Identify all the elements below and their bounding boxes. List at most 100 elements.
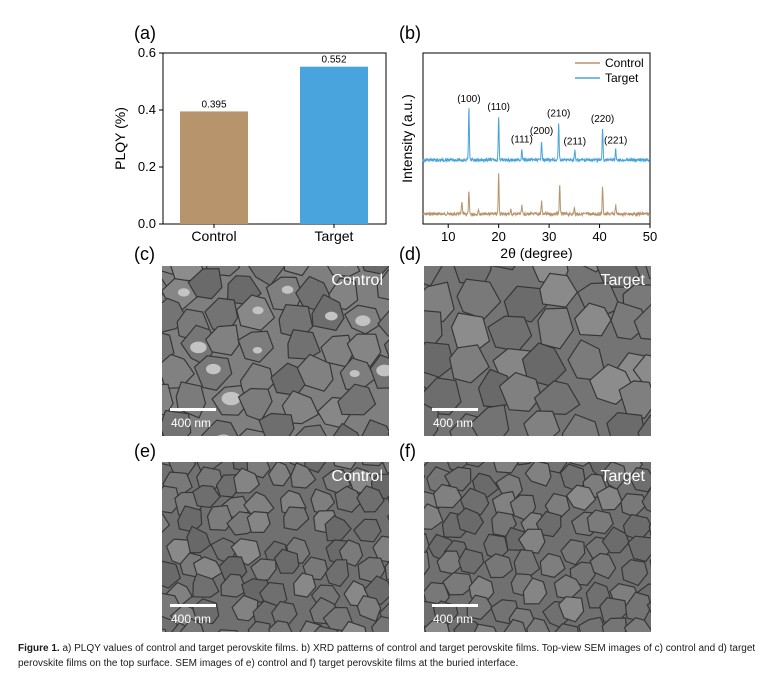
panel-letter-a: (a) bbox=[134, 23, 156, 43]
sem-grain bbox=[424, 462, 429, 467]
bar-target bbox=[300, 66, 368, 225]
sem-grain bbox=[526, 617, 551, 632]
sem-grain bbox=[650, 297, 651, 301]
sem-grain bbox=[114, 297, 149, 332]
sem-grain bbox=[637, 414, 651, 436]
sem-bright-particle bbox=[252, 346, 263, 354]
sem-grain bbox=[206, 504, 234, 531]
sem-grain bbox=[424, 590, 425, 598]
sem-bright-particle bbox=[376, 364, 389, 377]
sem-grain bbox=[424, 619, 450, 632]
sem-image-c: Control 400 nm bbox=[114, 221, 423, 436]
sem-grain bbox=[386, 514, 389, 522]
sem-grain bbox=[503, 212, 540, 248]
x-tick-label: 20 bbox=[491, 229, 505, 244]
panel-letter-d: (d) bbox=[399, 244, 421, 264]
sem-bright-particle bbox=[281, 285, 294, 294]
sem-label-e: Control bbox=[331, 468, 383, 485]
sem-grain bbox=[457, 548, 485, 575]
sem-grain bbox=[126, 599, 150, 627]
sem-grain bbox=[356, 485, 385, 513]
sem-grain bbox=[362, 266, 389, 275]
sem-grain bbox=[554, 623, 579, 632]
bar-value-label: 0.395 bbox=[201, 99, 226, 110]
sem-grain bbox=[220, 573, 248, 598]
sem-bright-particle bbox=[349, 369, 360, 378]
sem-bright-particle bbox=[252, 306, 264, 315]
sem-grain bbox=[533, 380, 581, 416]
sem-grain bbox=[387, 556, 414, 580]
sem-bright-particle bbox=[355, 315, 371, 327]
sem-grain bbox=[387, 495, 389, 504]
sem-grain bbox=[333, 462, 357, 470]
x-tick-label: 10 bbox=[441, 229, 455, 244]
y-tick-label: 0.0 bbox=[138, 216, 156, 231]
sem-grain bbox=[334, 485, 362, 513]
sem-grain bbox=[646, 601, 651, 614]
sem-bright-particle bbox=[285, 248, 303, 261]
x-tick-label: 30 bbox=[542, 229, 556, 244]
scale-bar-label: 400 nm bbox=[171, 612, 211, 626]
sem-grain bbox=[601, 526, 630, 554]
sem-grain bbox=[645, 266, 651, 280]
sem-grain bbox=[424, 377, 462, 416]
sem-grain bbox=[569, 462, 591, 467]
sem-grain bbox=[517, 528, 546, 554]
sem-grain bbox=[133, 535, 159, 560]
sem-grain bbox=[201, 419, 239, 436]
sem-bright-particle bbox=[190, 341, 207, 354]
sem-grain bbox=[658, 202, 699, 239]
sem-tint bbox=[162, 266, 389, 436]
sem-grain bbox=[186, 525, 212, 554]
sem-grain bbox=[442, 572, 474, 596]
sem-grain bbox=[574, 302, 612, 337]
sem-grain bbox=[498, 371, 542, 412]
panel-letter-e: (e) bbox=[134, 441, 156, 461]
sem-bright-particle bbox=[177, 288, 190, 297]
sem-grain bbox=[424, 341, 455, 378]
sem-grain bbox=[655, 467, 680, 491]
sem-grain bbox=[162, 433, 163, 436]
sem-grain bbox=[376, 269, 389, 301]
sem-micrograph bbox=[387, 415, 687, 632]
sem-grain bbox=[621, 559, 649, 587]
sem-grain bbox=[522, 577, 548, 605]
x-axis-title: 2θ (degree) bbox=[500, 245, 572, 261]
y-tick-label: 0.4 bbox=[138, 102, 156, 117]
sem-grain bbox=[392, 394, 423, 429]
sem-grain bbox=[448, 344, 490, 384]
sem-grain bbox=[313, 625, 339, 632]
sem-grain bbox=[296, 353, 334, 392]
sem-grain bbox=[231, 594, 259, 622]
sem-grain bbox=[535, 510, 562, 538]
sem-label-d: Target bbox=[601, 272, 646, 289]
sem-grain bbox=[267, 462, 292, 487]
sem-bright-particle bbox=[217, 434, 230, 436]
sem-grain bbox=[424, 403, 439, 436]
sem-grain bbox=[469, 404, 510, 436]
xrd-line-target bbox=[422, 108, 651, 164]
sem-label-c: Control bbox=[331, 272, 383, 289]
sem-grain bbox=[596, 266, 641, 288]
sem-grain bbox=[237, 330, 275, 363]
sem-grain bbox=[618, 380, 651, 420]
sem-grain bbox=[238, 221, 273, 251]
y-axis-title: PLQY (%) bbox=[112, 107, 128, 170]
sem-grain bbox=[660, 572, 687, 596]
sem-grain bbox=[392, 462, 415, 488]
sem-grain bbox=[162, 485, 181, 514]
sem-micrograph bbox=[114, 221, 423, 436]
sem-grain bbox=[217, 629, 238, 632]
sem-grain bbox=[361, 222, 390, 253]
sem-bright-particle bbox=[221, 391, 241, 406]
legend-label-control: Control bbox=[605, 56, 644, 70]
sem-grain bbox=[372, 535, 389, 563]
sem-grain bbox=[424, 386, 431, 415]
sem-grain bbox=[119, 514, 143, 539]
sem-grain bbox=[290, 462, 317, 489]
sem-grain bbox=[204, 324, 240, 356]
sem-micrograph bbox=[119, 462, 415, 632]
sem-grain bbox=[653, 415, 678, 442]
